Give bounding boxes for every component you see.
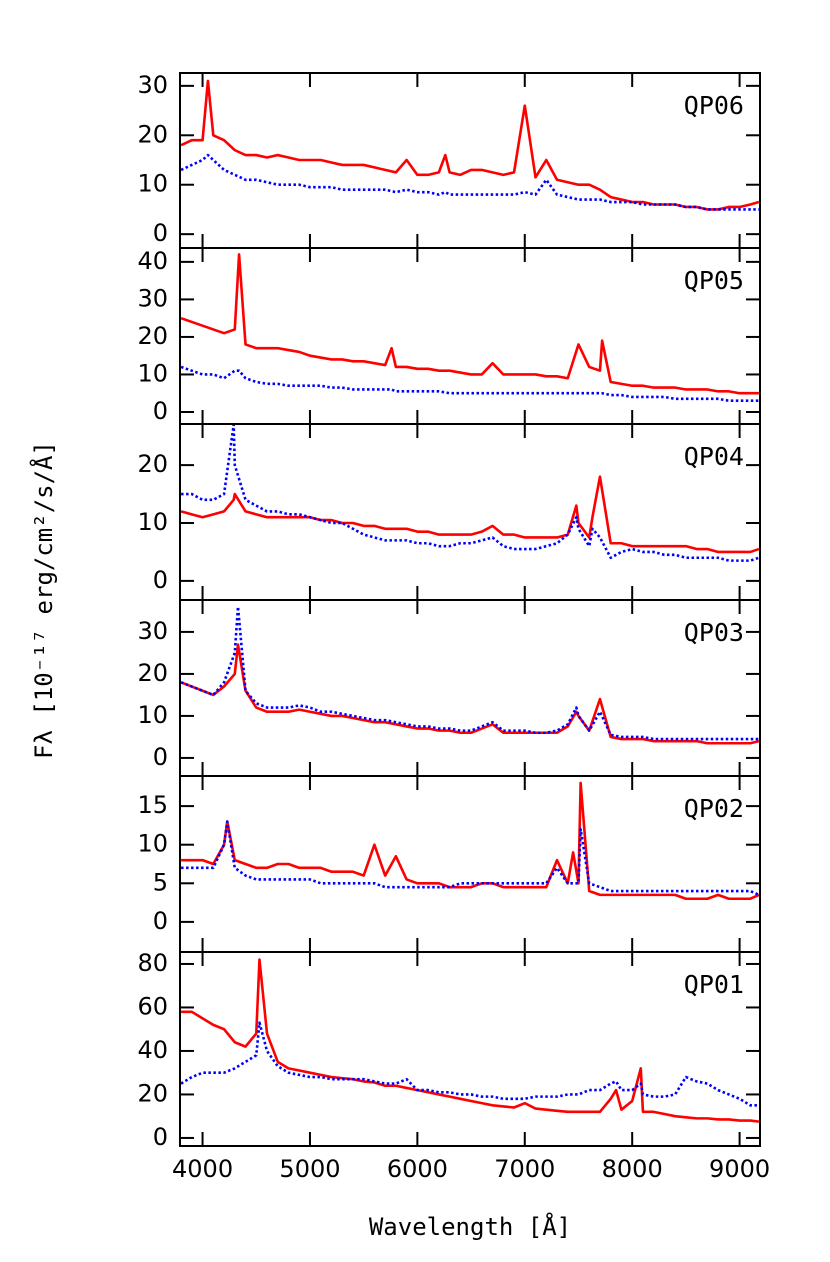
panel-frame [179,775,761,953]
y-tick-label: 10 [137,359,168,387]
y-tick-label: 30 [137,617,168,645]
panel-frame [179,72,761,249]
spectrum-line [181,781,760,901]
y-tick-label: 10 [137,701,168,729]
y-tick-label: 30 [137,284,168,312]
y-tick-label: 0 [153,907,168,935]
y-tick-label: 5 [153,868,168,896]
panel-title: QP05 [684,266,744,295]
y-tick-label: 0 [153,743,168,771]
y-tick-label: 20 [137,322,168,350]
y-tick-label: 15 [137,791,168,819]
panel-title: QP04 [684,442,744,471]
y-tick-label: 20 [137,659,168,687]
spectrum-line [180,153,759,211]
y-axis-title: Fλ [10⁻¹⁷ erg/cm²/s/Å] [29,441,58,759]
spectrum-line [180,253,759,395]
x-axis-title: Wavelength [Å] [369,1212,571,1241]
y-tick-label: 0 [153,219,168,247]
x-tick-label: 9000 [709,1155,770,1183]
y-tick-label: 10 [137,508,168,536]
panel-frame [179,599,761,777]
y-tick-label: 0 [153,397,168,425]
spectrum-line [181,423,760,562]
spectrum-line [180,1021,759,1107]
spectrum-line [180,365,759,403]
panel-title: QP06 [684,91,744,120]
x-tick-label: 4000 [172,1155,233,1183]
panel-title: QP03 [684,618,744,647]
x-tick-label: 6000 [387,1155,448,1183]
x-tick-label: 7000 [494,1155,555,1183]
y-tick-label: 80 [137,949,168,977]
y-tick-label: 60 [137,992,168,1020]
y-tick-label: 20 [137,450,168,478]
y-tick-label: 30 [137,71,168,99]
panel-frame [179,951,761,1147]
x-tick-label: 5000 [279,1155,340,1183]
y-tick-label: 10 [137,170,168,198]
spectrum-line [180,605,759,741]
y-tick-label: 20 [137,120,168,148]
y-tick-label: 0 [153,1123,168,1151]
spectrum-line [181,958,760,1123]
y-tick-label: 40 [137,1036,168,1064]
spectrum-line [180,643,760,745]
panel-title: QP02 [684,794,744,823]
spectrum-line [180,475,760,554]
y-tick-label: 20 [137,1079,168,1107]
x-tick-label: 8000 [602,1155,663,1183]
y-tick-label: 0 [153,566,168,594]
spectrum-line [180,79,760,211]
y-tick-label: 40 [137,247,168,275]
y-tick-label: 10 [137,830,168,858]
panel-title: QP01 [684,970,744,999]
spectrum-line [181,820,760,897]
